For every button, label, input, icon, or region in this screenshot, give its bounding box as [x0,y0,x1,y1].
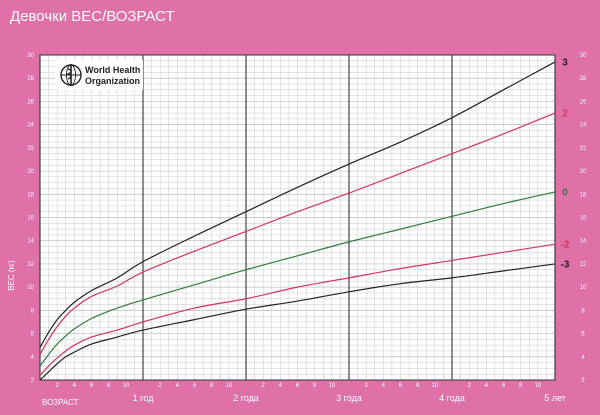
y-tick-label-right: 6 [581,332,585,338]
y-tick-label-right: 28 [580,76,587,82]
curve-label-minus2: -2 [561,240,570,251]
y-tick-label-left: 30 [27,53,34,59]
x-tick-label-month: 10 [225,383,232,389]
x-year-label: 2 года [233,393,259,403]
curve-label-2: 2 [562,109,568,120]
x-tick-label-month: 2 [55,383,59,389]
x-tick-label-month: 2 [158,383,162,389]
y-tick-label-right: 20 [580,169,587,175]
page-title: Девочки ВЕС/ВОЗРАСТ [10,8,175,25]
curve-label-3: 3 [562,57,568,68]
x-tick-label-month: 10 [431,383,438,389]
x-axis-label: ВОЗРАСТ [42,398,79,407]
x-tick-label-month: 2 [261,383,265,389]
y-tick-label-left: 8 [31,308,35,314]
logo-line1: World Health [85,65,140,75]
x-tick-label-month: 10 [328,383,335,389]
x-tick-label-month: 8 [519,383,523,389]
x-tick-label-month: 8 [210,383,214,389]
y-tick-label-right: 26 [580,99,587,105]
curve-sd-2 [39,112,556,355]
x-tick-label-month: 6 [90,383,94,389]
x-tick-label-month: 2 [467,383,471,389]
y-tick-label-right: 10 [580,285,587,291]
x-tick-label-month: 6 [296,383,300,389]
y-tick-label-left: 6 [31,332,35,338]
who-logo: World Health Organization [55,60,143,90]
curve-sd-minus3 [39,263,556,381]
x-tick-label-month: 4 [176,383,180,389]
x-tick-label-month: 2 [364,383,368,389]
x-tick-label-month: 4 [485,383,489,389]
y-tick-label-left: 18 [27,192,34,198]
curve-labels: 3 2 0 -2 -3 [561,57,570,270]
y-tick-label-right: 4 [581,355,585,361]
grid [39,54,556,381]
y-tick-label-left: 24 [27,123,34,129]
x-tick-label-month: 8 [313,383,317,389]
y-axis-label: ВЕС (кг) [7,260,16,291]
y-tick-label-left: 16 [27,216,34,222]
x-tick-label-month: 4 [382,383,386,389]
x-tick-label-month: 8 [107,383,111,389]
curve-label-minus3: -3 [561,259,570,270]
x-year-label: 5 лет [544,393,566,403]
plot-border [39,54,556,381]
y-tick-label-left: 28 [27,76,34,82]
x-tick-label-month: 8 [416,383,420,389]
y-tick-label-left: 12 [27,262,34,268]
y-tick-label-right: 12 [580,262,587,268]
x-tick-label-month: 6 [502,383,506,389]
curve-sd-3 [39,61,556,348]
y-tick-label-left: 20 [27,169,34,175]
y-tick-label-right: 18 [580,192,587,198]
curve-sd-0 [39,191,556,367]
logo-line2: Organization [85,76,140,86]
y-tick-label-left: 26 [27,99,34,105]
y-tick-label-left: 4 [31,355,35,361]
y-tick-label-right: 24 [580,123,587,129]
y-tick-label-left: 10 [27,285,34,291]
curve-label-0: 0 [562,187,568,198]
x-year-label: 1 год [133,393,154,403]
x-year-label: 4 года [439,393,465,403]
y-tick-label-right: 30 [580,53,587,59]
who-emblem-icon [60,64,82,86]
curve-sd-minus2 [39,243,556,376]
y-tick-label-left: 22 [27,146,34,152]
x-tick-label-month: 10 [534,383,541,389]
x-year-label: 3 года [336,393,362,403]
y-tick-label-right: 8 [581,308,585,314]
x-tick-label-month: 4 [73,383,77,389]
y-tick-label-right: 22 [580,146,587,152]
x-tick-label-month: 6 [399,383,403,389]
y-tick-label-right: 2 [581,378,585,384]
y-tick-label-right: 14 [580,239,587,245]
x-tick-label-month: 4 [279,383,283,389]
y-tick-label-left: 14 [27,239,34,245]
y-tick-label-right: 16 [580,216,587,222]
y-tick-label-left: 2 [31,378,35,384]
curves [39,61,556,381]
x-tick-label-month: 10 [122,383,129,389]
x-tick-label-month: 6 [193,383,197,389]
